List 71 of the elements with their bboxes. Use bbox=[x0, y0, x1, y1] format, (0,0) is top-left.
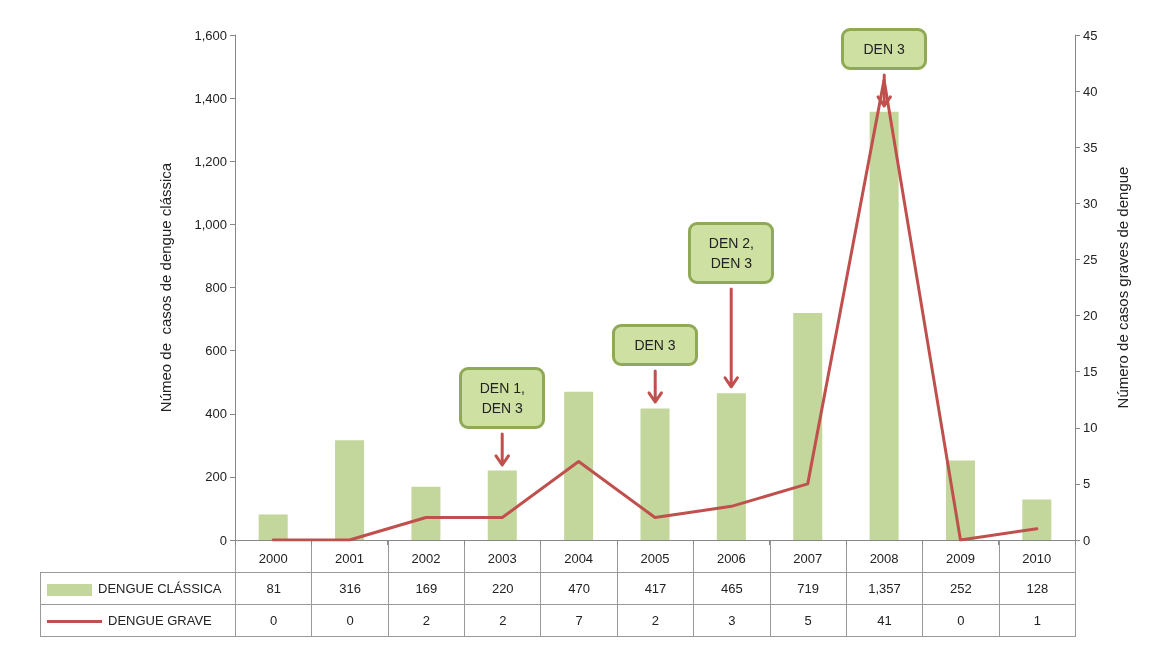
y-tick-label: 0 bbox=[219, 532, 227, 548]
x-tick-label: 2000 bbox=[258, 551, 288, 566]
data-label: 252 bbox=[922, 572, 1000, 605]
y2-axis-title: Número de casos graves de dengue bbox=[1114, 166, 1131, 409]
y2-tick-label: 5 bbox=[1083, 476, 1091, 492]
callout-box: DEN 3 bbox=[612, 324, 698, 367]
x-tick-label: 2008 bbox=[869, 551, 899, 566]
y2-tick-label: 0 bbox=[1083, 532, 1091, 548]
x-tick-label: 2006 bbox=[716, 551, 746, 566]
y-tick-label: 1,200 bbox=[194, 153, 227, 169]
data-label: 719 bbox=[770, 572, 847, 605]
y2-tick-label: 25 bbox=[1083, 251, 1098, 267]
y2-tick-label: 15 bbox=[1083, 364, 1098, 380]
y-tick-label: 600 bbox=[205, 343, 227, 359]
bar bbox=[335, 440, 365, 540]
y2-tick-label: 10 bbox=[1083, 420, 1098, 436]
data-label: 220 bbox=[464, 572, 541, 605]
bar bbox=[564, 391, 594, 540]
legend-label: DENGUE GRAVE bbox=[108, 613, 212, 628]
x-tick-label: 2004 bbox=[564, 551, 594, 566]
data-label: 5 bbox=[770, 604, 847, 637]
data-label: 81 bbox=[235, 572, 312, 605]
bar bbox=[716, 393, 746, 540]
data-label: 316 bbox=[311, 572, 389, 605]
y-tick-label: 1,400 bbox=[194, 90, 227, 106]
line-series bbox=[271, 78, 1039, 542]
legend-label: DENGUE CLÁSSICA bbox=[98, 581, 222, 596]
x-tick-label: 2002 bbox=[411, 551, 441, 566]
data-label: 417 bbox=[617, 572, 694, 605]
x-tick-label: 2003 bbox=[487, 551, 517, 566]
y2-tick-label: 35 bbox=[1083, 139, 1098, 155]
data-label: 2 bbox=[388, 604, 465, 637]
x-tick-label: 2005 bbox=[640, 551, 670, 566]
y2-tick-label: 40 bbox=[1083, 83, 1098, 99]
data-label: 1 bbox=[999, 604, 1076, 637]
bar bbox=[793, 313, 823, 540]
callout-box: DEN 1, DEN 3 bbox=[459, 366, 546, 429]
data-label: 2 bbox=[617, 604, 694, 637]
data-label: 1,357 bbox=[846, 572, 923, 605]
bar bbox=[1022, 499, 1052, 540]
x-tick-label: 2010 bbox=[1022, 551, 1052, 566]
y-tick-label: 1,600 bbox=[194, 27, 227, 43]
y-tick-label: 200 bbox=[205, 469, 227, 485]
callout-box: DEN 3 bbox=[841, 27, 928, 70]
y-tick-label: 400 bbox=[205, 406, 227, 422]
data-label: 128 bbox=[999, 572, 1076, 605]
data-label: 2 bbox=[464, 604, 541, 637]
y2-tick-label: 20 bbox=[1083, 308, 1098, 324]
data-label: 470 bbox=[540, 572, 618, 605]
x-tick-label: 2009 bbox=[945, 551, 975, 566]
data-label: 169 bbox=[388, 572, 465, 605]
bar bbox=[487, 470, 517, 540]
data-label: 7 bbox=[540, 604, 618, 637]
x-tick-label: 2001 bbox=[335, 551, 365, 566]
callout-box: DEN 2, DEN 3 bbox=[688, 222, 775, 285]
data-label: 0 bbox=[922, 604, 1000, 637]
bar bbox=[640, 408, 670, 540]
y-tick-label: 800 bbox=[205, 280, 227, 295]
data-label: 3 bbox=[693, 604, 771, 637]
x-tick-label: 2007 bbox=[793, 551, 823, 566]
data-label: 465 bbox=[693, 572, 771, 605]
bar bbox=[258, 514, 288, 540]
y2-tick-label: 30 bbox=[1083, 195, 1098, 211]
y-tick-label: 1,000 bbox=[194, 216, 227, 232]
data-label: 0 bbox=[311, 604, 389, 637]
data-label: 0 bbox=[235, 604, 312, 637]
y2-tick-label: 45 bbox=[1083, 27, 1098, 43]
data-label: 41 bbox=[846, 604, 923, 637]
y-axis-title: Númeo de casos de dengue clássica bbox=[157, 162, 174, 413]
bar bbox=[411, 486, 441, 540]
bar bbox=[869, 111, 899, 540]
